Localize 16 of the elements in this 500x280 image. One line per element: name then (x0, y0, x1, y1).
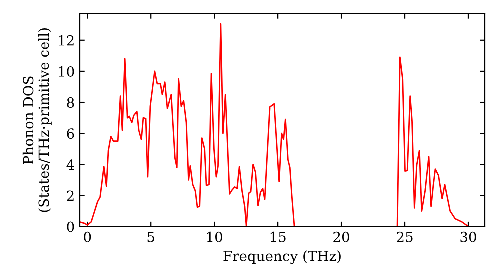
x-tick-label: 15 (270, 232, 286, 242)
x-tick-label: 20 (334, 232, 350, 242)
x-tick-label: 5 (148, 232, 154, 242)
y-tick-label: 8 (67, 98, 74, 108)
x-tick-label: 25 (397, 232, 413, 242)
y-axis-title: Phonon DOS (States/THz·primitive cell) (22, 28, 52, 212)
y-tick-label: 12 (59, 35, 74, 46)
y-tick-label: 6 (67, 128, 74, 140)
y-tick-label: 4 (66, 160, 74, 170)
y-tick-label: 10 (59, 66, 74, 77)
x-axis-title: Frequency (THz) (224, 250, 341, 264)
x-tick-label: 30 (460, 232, 476, 242)
y-tick-label: 0 (67, 222, 74, 232)
x-tick-label: 0 (84, 232, 92, 242)
y-tick-label: 2 (67, 190, 74, 202)
x-tick-label: 10 (207, 232, 222, 242)
